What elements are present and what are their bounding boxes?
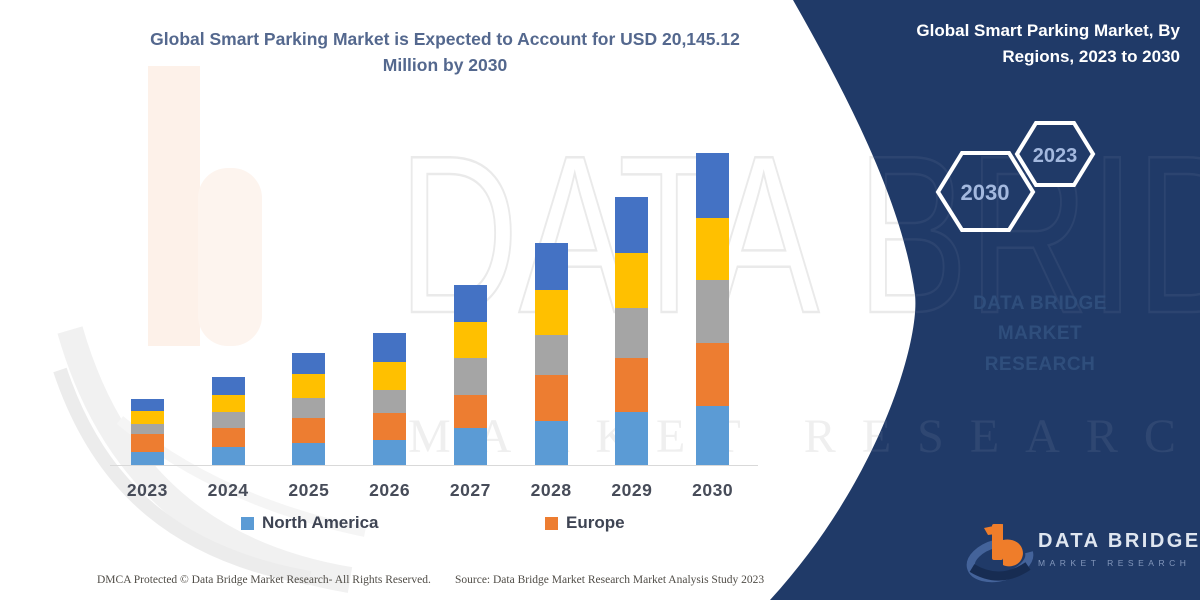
bar-segment	[534, 420, 568, 465]
bar-column-2025	[269, 150, 350, 465]
x-axis-label-2026: 2026	[369, 480, 411, 500]
bar-segment	[453, 322, 487, 358]
bar-segment	[453, 358, 487, 395]
bar-segment	[615, 253, 649, 309]
stacked-bar-2025	[292, 353, 326, 465]
x-axis-label-2025: 2025	[288, 480, 330, 500]
bar-segment	[453, 285, 487, 323]
bar-segment	[534, 243, 568, 290]
bar-segment	[373, 413, 407, 441]
bar-segment	[696, 218, 730, 280]
bar-column-2028	[511, 150, 592, 465]
bar-segment	[534, 375, 568, 421]
bar-segment	[130, 452, 164, 465]
bar-segment	[534, 289, 568, 336]
x-axis-label-2027: 2027	[449, 480, 491, 500]
legend-item-north-america: North America	[241, 513, 379, 533]
hexagon-2023-label: 2023	[1033, 145, 1078, 167]
bar-column-2024	[188, 150, 269, 465]
stacked-bar-2029	[615, 197, 649, 465]
logo-name: DATA BRIDGE	[1038, 530, 1200, 552]
bar-segment	[211, 412, 245, 428]
stacked-bar-2030	[696, 153, 730, 465]
brand-text: DATA BRIDGE MARKET RESEARCH	[973, 293, 1107, 375]
hexagon-2030-label: 2030	[961, 180, 1010, 205]
bar-segment	[615, 358, 649, 412]
bar-segment	[696, 406, 730, 465]
bar-column-2030	[672, 150, 753, 465]
bar-segment	[534, 335, 568, 376]
bar-segment	[373, 333, 407, 363]
bar-segment	[696, 280, 730, 343]
bar-segment	[373, 362, 407, 391]
stacked-bar-2028	[534, 243, 568, 465]
bar-segment	[292, 374, 326, 399]
bar-segment	[211, 377, 245, 395]
x-axis-label-2023: 2023	[126, 480, 168, 500]
bar-segment	[130, 399, 164, 411]
bar-segment	[292, 443, 326, 465]
bar-segment	[615, 308, 649, 359]
data-bridge-logo-wordmark: DATA BRIDGE MARKET RESEARCH	[1038, 530, 1200, 568]
x-axis-labels: 2023 2024 2025 2026 2027 2028 2029 2030	[107, 480, 753, 501]
bar-column-2027	[430, 150, 511, 465]
hexagon-2030: 2030	[935, 151, 1036, 232]
bar-segment	[373, 440, 407, 465]
dmca-footer-text: DMCA Protected © Data Bridge Market Rese…	[97, 574, 431, 586]
x-axis-label-2030: 2030	[692, 480, 734, 500]
bar-segment	[453, 395, 487, 428]
peach-b-watermark	[148, 66, 262, 346]
x-axis-line	[110, 465, 758, 466]
bar-segment	[130, 411, 164, 424]
panel-title: Global Smart Parking Market, By Regions,…	[916, 21, 1180, 67]
bar-segment	[130, 424, 164, 434]
hexagon-2023: 2023	[1014, 121, 1096, 187]
x-axis-label-2024: 2024	[207, 480, 249, 500]
legend-item-europe: Europe	[545, 513, 625, 533]
bar-segment	[615, 197, 649, 254]
bar-segment	[211, 395, 245, 412]
bar-column-2029	[592, 150, 673, 465]
stacked-bar-2026	[373, 333, 407, 465]
legend-swatch-north-america	[241, 516, 254, 530]
source-footer-text: Source: Data Bridge Market Research Mark…	[455, 574, 765, 586]
stacked-bar-2027	[453, 285, 487, 465]
data-bridge-logo-icon	[966, 524, 1034, 583]
x-axis-label-2029: 2029	[611, 480, 653, 500]
bar-segment	[292, 418, 326, 443]
chart-title: Global Smart Parking Market is Expected …	[150, 29, 740, 76]
bar-segment	[211, 428, 245, 447]
stacked-bar-2024	[211, 377, 245, 465]
bar-segment	[696, 153, 730, 218]
legend-label-europe: Europe	[566, 513, 625, 532]
x-axis-label-2028: 2028	[530, 480, 572, 500]
bar-column-2023	[107, 150, 188, 465]
bar-segment	[696, 343, 730, 406]
bar-segment	[373, 390, 407, 414]
logo-subname: MARKET RESEARCH	[1038, 558, 1191, 568]
legend-label-north-america: North America	[262, 513, 379, 532]
bar-segment	[615, 412, 649, 465]
stacked-bar-2023	[130, 399, 164, 465]
legend-swatch-europe	[545, 516, 558, 530]
bar-segment	[292, 398, 326, 419]
bar-plot-area	[107, 150, 753, 465]
bar-segment	[130, 434, 164, 452]
bar-segment	[453, 428, 487, 465]
bar-segment	[211, 447, 245, 465]
bar-column-2026	[349, 150, 430, 465]
bar-segment	[292, 353, 326, 375]
